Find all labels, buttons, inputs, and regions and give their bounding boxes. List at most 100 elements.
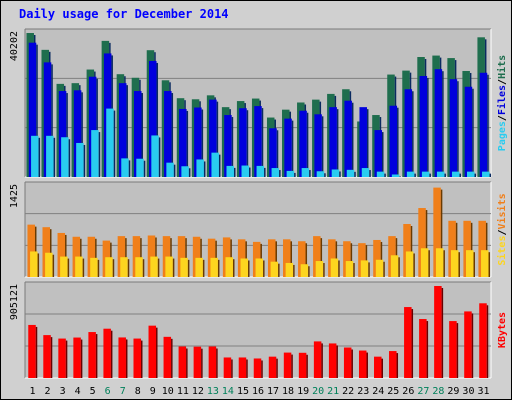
day-label-11: 11 [177,386,189,397]
day-label-4: 4 [75,386,81,397]
day-label-31: 31 [477,386,489,397]
day-label-20: 20 [312,386,324,397]
kbytes-bar-day-21-shadow [336,345,338,378]
day-label-6: 6 [105,386,111,397]
pages-bar-day-8 [136,158,144,177]
day-label-30: 30 [462,386,474,397]
pages-bar-day-27 [421,171,430,177]
visits-bar-day-18 [283,239,291,277]
kbytes-bar-day-30-shadow [471,313,474,378]
kbytes-bar-day-14-shadow [231,359,233,378]
files-bar-day-23-shadow [366,109,369,177]
day-label-21: 21 [327,386,339,397]
pages-bar-day-19 [301,168,310,177]
visits-bar-day-31 [478,220,486,277]
files-bar-day-4 [73,90,82,177]
kbytes-bar-day-10 [163,336,172,378]
pages-bar-day-11-shadow [188,168,191,177]
files-bar-day-28 [434,69,443,177]
pages-bar-day-31 [482,171,490,177]
day-label-28: 28 [432,386,444,397]
kbytes-bar-day-4-shadow [80,339,83,378]
kbytes-bar-day-7-shadow [125,339,128,378]
pages-bar-day-7-shadow [128,160,131,177]
sites-bar-day-6 [105,257,113,277]
kbytes-bar-day-12 [193,346,202,378]
kbytes-bar-day-31 [479,303,487,378]
files-bar-day-13-shadow [216,101,219,177]
files-bar-day-30-shadow [472,88,474,177]
files-bar-day-10-shadow [171,93,174,177]
files-bar-day-21 [329,107,337,177]
pages-bar-day-31-shadow [489,173,492,177]
kbytes-bar-day-15-shadow [246,359,248,378]
sites-bar-day-25-shadow [398,257,400,277]
files-bar-day-3 [58,91,67,177]
visits-bar-day-31-shadow [485,222,488,277]
files-bar-day-20-shadow [321,116,324,177]
hits-legend-item-4: / [497,79,508,85]
visits-bar-day-26 [403,223,411,277]
pages-bar-day-23-shadow [369,170,371,177]
visits-bar-day-24 [373,239,381,277]
pages-bar-day-22 [346,169,355,177]
kbytes-bar-day-20-shadow [321,343,323,378]
sites-bar-day-13 [210,257,218,277]
pages-bar-day-13-shadow [218,154,221,177]
pages-bar-day-1 [31,135,39,177]
sites-bar-day-11-shadow [187,259,190,277]
visits-bar-day-27-shadow [425,210,428,277]
sites-bar-day-20 [315,261,324,277]
files-bar-day-23 [359,107,367,177]
pages-bar-day-9-shadow [158,137,161,177]
visits-bar-day-3 [57,232,66,277]
hits-legend-item-1: Pages [497,121,508,151]
day-label-3: 3 [60,386,66,397]
visits-bar-day-2 [42,227,50,277]
day-label-10: 10 [162,386,174,397]
files-bar-day-29 [449,79,458,177]
kbytes-bar-day-23-shadow [366,352,368,378]
files-bar-day-28-shadow [442,71,444,177]
sites-bar-day-20-shadow [323,263,325,277]
kbytes-bar-day-6 [103,328,111,378]
kbytes-bar-day-3-shadow [65,340,68,378]
files-bar-day-9-shadow [156,62,159,177]
sites-bar-day-2 [45,252,53,277]
kbytes-bar-day-22 [343,347,352,378]
day-label-5: 5 [90,386,96,397]
files-bar-day-5-shadow [96,78,98,177]
visits-bar-day-28 [433,187,441,277]
visits-bar-day-12 [192,236,201,277]
files-bar-day-26 [404,89,413,177]
files-bar-day-16-shadow [261,108,264,177]
sites-bar-day-19 [300,264,309,277]
pages-bar-day-29-shadow [459,173,461,177]
files-bar-day-17-shadow [276,130,279,177]
kbytes-bar-day-28 [434,286,442,378]
visits-bar-day-15 [237,239,246,277]
files-bar-day-29-shadow [457,81,459,177]
visits-legend: Sites/Visits [496,193,508,265]
pages-bar-day-22-shadow [354,171,356,177]
visits-bar-day-8 [132,236,141,277]
sites-bar-day-29-shadow [458,252,460,277]
files-bar-day-11 [179,108,187,177]
sites-bar-day-8-shadow [142,259,145,277]
pages-bar-day-30 [467,171,475,177]
pages-bar-day-2-shadow [53,137,56,177]
pages-bar-day-16 [256,165,265,177]
kbytes-bar-day-5-shadow [95,334,98,378]
day-label-7: 7 [120,386,126,397]
pages-bar-day-30-shadow [474,173,477,177]
day-label-2: 2 [45,386,51,397]
kbytes-legend-item-1: KBytes [497,312,508,348]
visits-bar-day-19 [298,241,306,277]
files-bar-day-24-shadow [382,132,384,177]
files-bar-day-31 [479,72,488,177]
kbytes-legend: KBytes [497,312,508,348]
files-bar-day-2-shadow [51,64,53,177]
sites-bar-day-19-shadow [308,266,310,277]
visits-axis-max-label: 1425 [9,184,20,208]
